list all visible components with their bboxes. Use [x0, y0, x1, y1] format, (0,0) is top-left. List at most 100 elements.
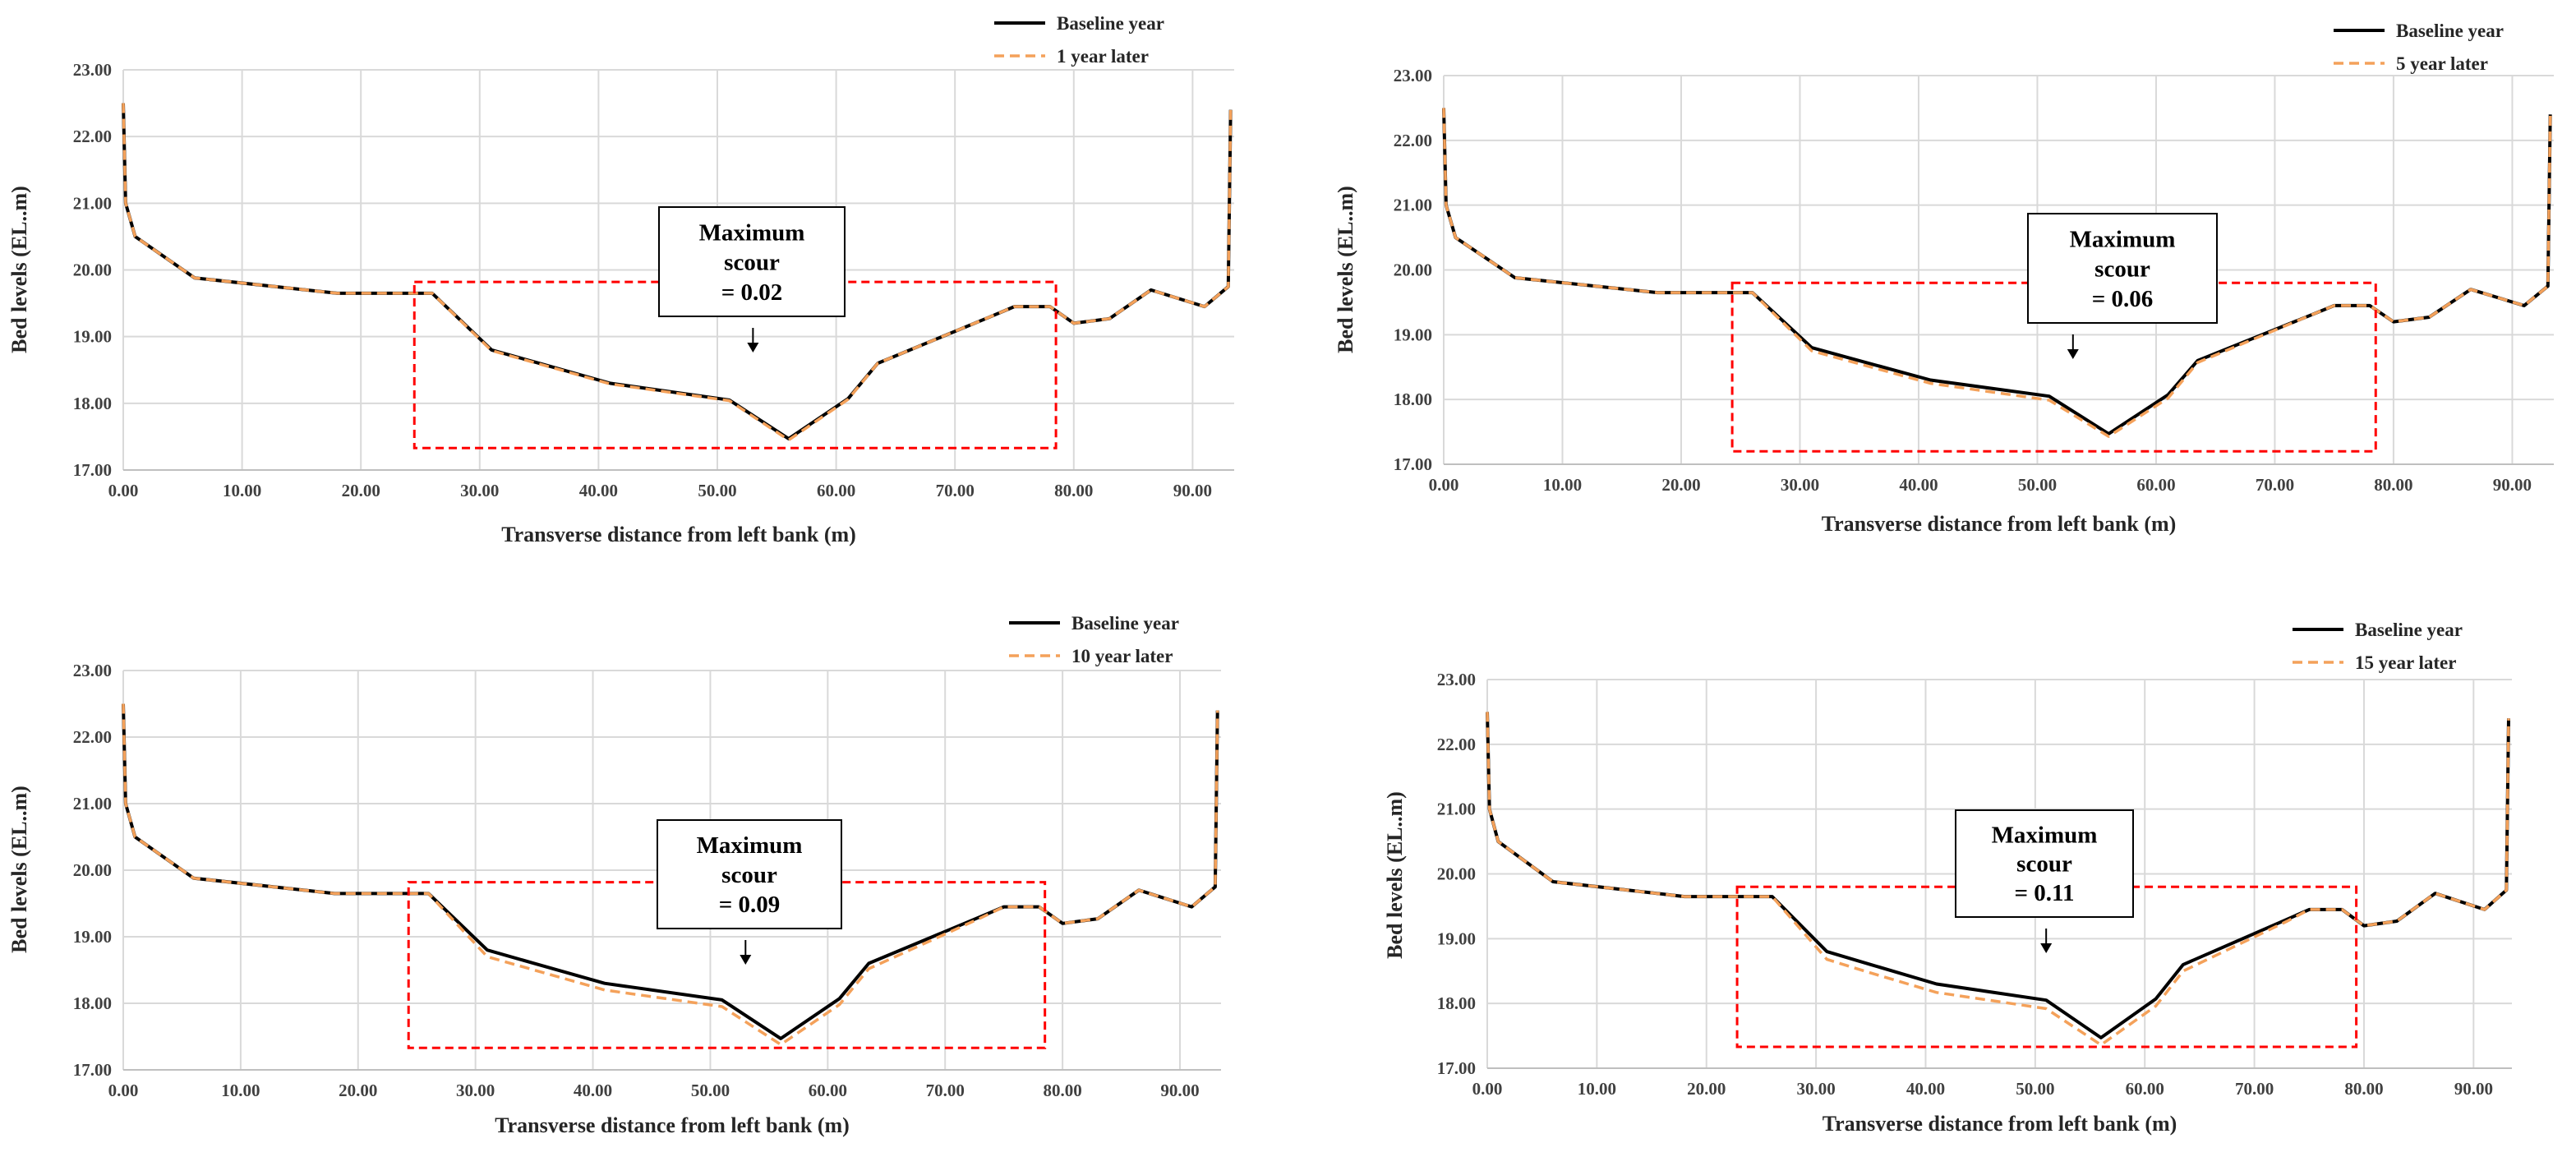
later-series-line: [1486, 712, 2510, 1047]
y-tick-label: 20.00: [73, 860, 112, 880]
y-tick-label: 17.00: [73, 460, 112, 480]
x-tick-label: 80.00: [2374, 475, 2412, 495]
x-axis-title: Transverse distance from left bank (m): [1823, 1112, 2177, 1136]
legend-label: 10 year later: [1071, 646, 1173, 666]
x-tick-label: 20.00: [1661, 475, 1700, 495]
y-tick-label: 18.00: [1437, 993, 1476, 1013]
x-tick-label: 0.00: [1429, 475, 1459, 495]
x-tick-label: 80.00: [2344, 1079, 2383, 1099]
x-tick-label: 90.00: [1160, 1081, 1199, 1100]
y-axis-title: Bed levels (EL..m): [7, 786, 31, 953]
x-tick-label: 50.00: [2016, 1079, 2054, 1099]
x-tick-label: 30.00: [1796, 1079, 1835, 1099]
chart-panel-4: 17.00 18.00 19.00 20.00 21.00 22.00 23.00 0.00 1…: [1383, 620, 2512, 1136]
y-tick-label: 21.00: [1394, 196, 1432, 215]
arrow-head-icon: [2040, 943, 2053, 953]
arrow-head-icon: [2067, 349, 2079, 359]
baseline-series-line: [1442, 108, 2552, 436]
x-tick-label: 60.00: [809, 1081, 847, 1100]
x-tick-label: 70.00: [2235, 1079, 2274, 1099]
legend-label: Baseline year: [1071, 613, 1179, 634]
arrow-head-icon: [740, 955, 752, 965]
x-tick-label: 20.00: [342, 481, 380, 500]
x-tick-label: 40.00: [579, 481, 618, 500]
y-tick-label: 23.00: [73, 60, 112, 80]
y-axis-title: Bed levels (EL..m): [7, 186, 31, 353]
later-series-line: [1442, 108, 2552, 438]
x-tick-label: 60.00: [817, 481, 855, 500]
x-tick-label: 60.00: [2136, 475, 2175, 495]
x-tick-label: 90.00: [2493, 475, 2532, 495]
scour-callout-box: [1955, 809, 2134, 918]
y-tick-label: 19.00: [1394, 325, 1432, 344]
scour-callout-text: = 0.11: [2015, 880, 2075, 906]
y-tick-label: 18.00: [73, 394, 112, 413]
y-tick-label: 21.00: [73, 193, 112, 213]
y-tick-label: 17.00: [73, 1060, 112, 1080]
x-tick-label: 80.00: [1054, 481, 1093, 500]
x-axis-title: Transverse distance from left bank (m): [501, 523, 856, 546]
y-tick-label: 20.00: [1437, 864, 1476, 884]
chart-panel-1: 17.00 18.00 19.00 20.00 21.00 22.00 23.00 0.00 1…: [7, 13, 1234, 546]
y-tick-label: 19.00: [1437, 929, 1476, 948]
scour-callout-text: Maximum: [1992, 822, 2098, 848]
x-tick-label: 10.00: [1578, 1079, 1616, 1099]
y-tick-label: 20.00: [1394, 260, 1432, 280]
x-tick-label: 70.00: [926, 1081, 965, 1100]
x-tick-label: 50.00: [2018, 475, 2057, 495]
scour-callout-box: [658, 206, 846, 317]
y-tick-label: 22.00: [1437, 735, 1476, 754]
x-axis-title: Transverse distance from left bank (m): [495, 1113, 850, 1137]
y-axis-title: Bed levels (EL..m): [1334, 186, 1357, 353]
x-tick-label: 20.00: [1687, 1079, 1726, 1099]
x-tick-label: 0.00: [1472, 1079, 1503, 1099]
y-tick-label: 22.00: [73, 127, 112, 146]
legend-label: 15 year later: [2355, 652, 2456, 673]
x-tick-label: 0.00: [108, 1081, 139, 1100]
scour-callout-text: = 0.06: [2092, 286, 2154, 312]
x-tick-label: 50.00: [691, 1081, 730, 1100]
baseline-series-line: [122, 703, 1219, 1040]
scour-callout-text: = 0.02: [721, 279, 783, 306]
y-tick-label: 17.00: [1394, 454, 1432, 474]
scour-callout-box: [2027, 213, 2218, 324]
x-tick-label: 0.00: [108, 481, 139, 500]
y-tick-label: 17.00: [1437, 1058, 1476, 1078]
legend-label: Baseline year: [1057, 13, 1164, 34]
y-tick-label: 18.00: [73, 993, 112, 1013]
x-tick-label: 10.00: [221, 1081, 260, 1100]
x-tick-label: 40.00: [1899, 475, 1938, 495]
legend-label: 5 year later: [2396, 53, 2488, 74]
y-tick-label: 22.00: [73, 727, 112, 747]
y-axis-title: Bed levels (EL..m): [1383, 791, 1407, 959]
scour-callout-text: Maximum: [699, 219, 805, 246]
x-tick-label: 40.00: [574, 1081, 612, 1100]
x-tick-label: 70.00: [2256, 475, 2294, 495]
x-tick-label: 50.00: [698, 481, 736, 500]
y-tick-label: 21.00: [73, 794, 112, 813]
x-tick-label: 70.00: [936, 481, 975, 500]
chart-panel-3: 17.00 18.00 19.00 20.00 21.00 22.00 23.00 0.00 1…: [7, 613, 1221, 1137]
scour-callout-text: = 0.09: [719, 892, 781, 918]
x-tick-label: 20.00: [339, 1081, 377, 1100]
x-tick-label: 30.00: [456, 1081, 495, 1100]
x-tick-label: 10.00: [1543, 475, 1582, 495]
scour-callout-text: Maximum: [697, 832, 803, 859]
y-tick-label: 20.00: [73, 260, 112, 280]
scour-callout-text: scour: [724, 250, 780, 276]
y-tick-label: 23.00: [1437, 670, 1476, 689]
scour-callout-text: scour: [2016, 851, 2072, 878]
x-tick-label: 80.00: [1043, 1081, 1081, 1100]
x-tick-label: 30.00: [460, 481, 499, 500]
x-tick-label: 90.00: [2454, 1079, 2493, 1099]
y-tick-label: 23.00: [73, 661, 112, 680]
later-series-line: [122, 103, 1233, 442]
y-tick-label: 18.00: [1394, 389, 1432, 409]
x-tick-label: 10.00: [223, 481, 261, 500]
y-tick-label: 21.00: [1437, 800, 1476, 819]
scour-callout-text: Maximum: [2070, 226, 2176, 252]
x-axis-title: Transverse distance from left bank (m): [1822, 512, 2177, 536]
x-tick-label: 40.00: [1906, 1079, 1945, 1099]
y-tick-label: 19.00: [73, 327, 112, 347]
x-tick-label: 30.00: [1781, 475, 1819, 495]
